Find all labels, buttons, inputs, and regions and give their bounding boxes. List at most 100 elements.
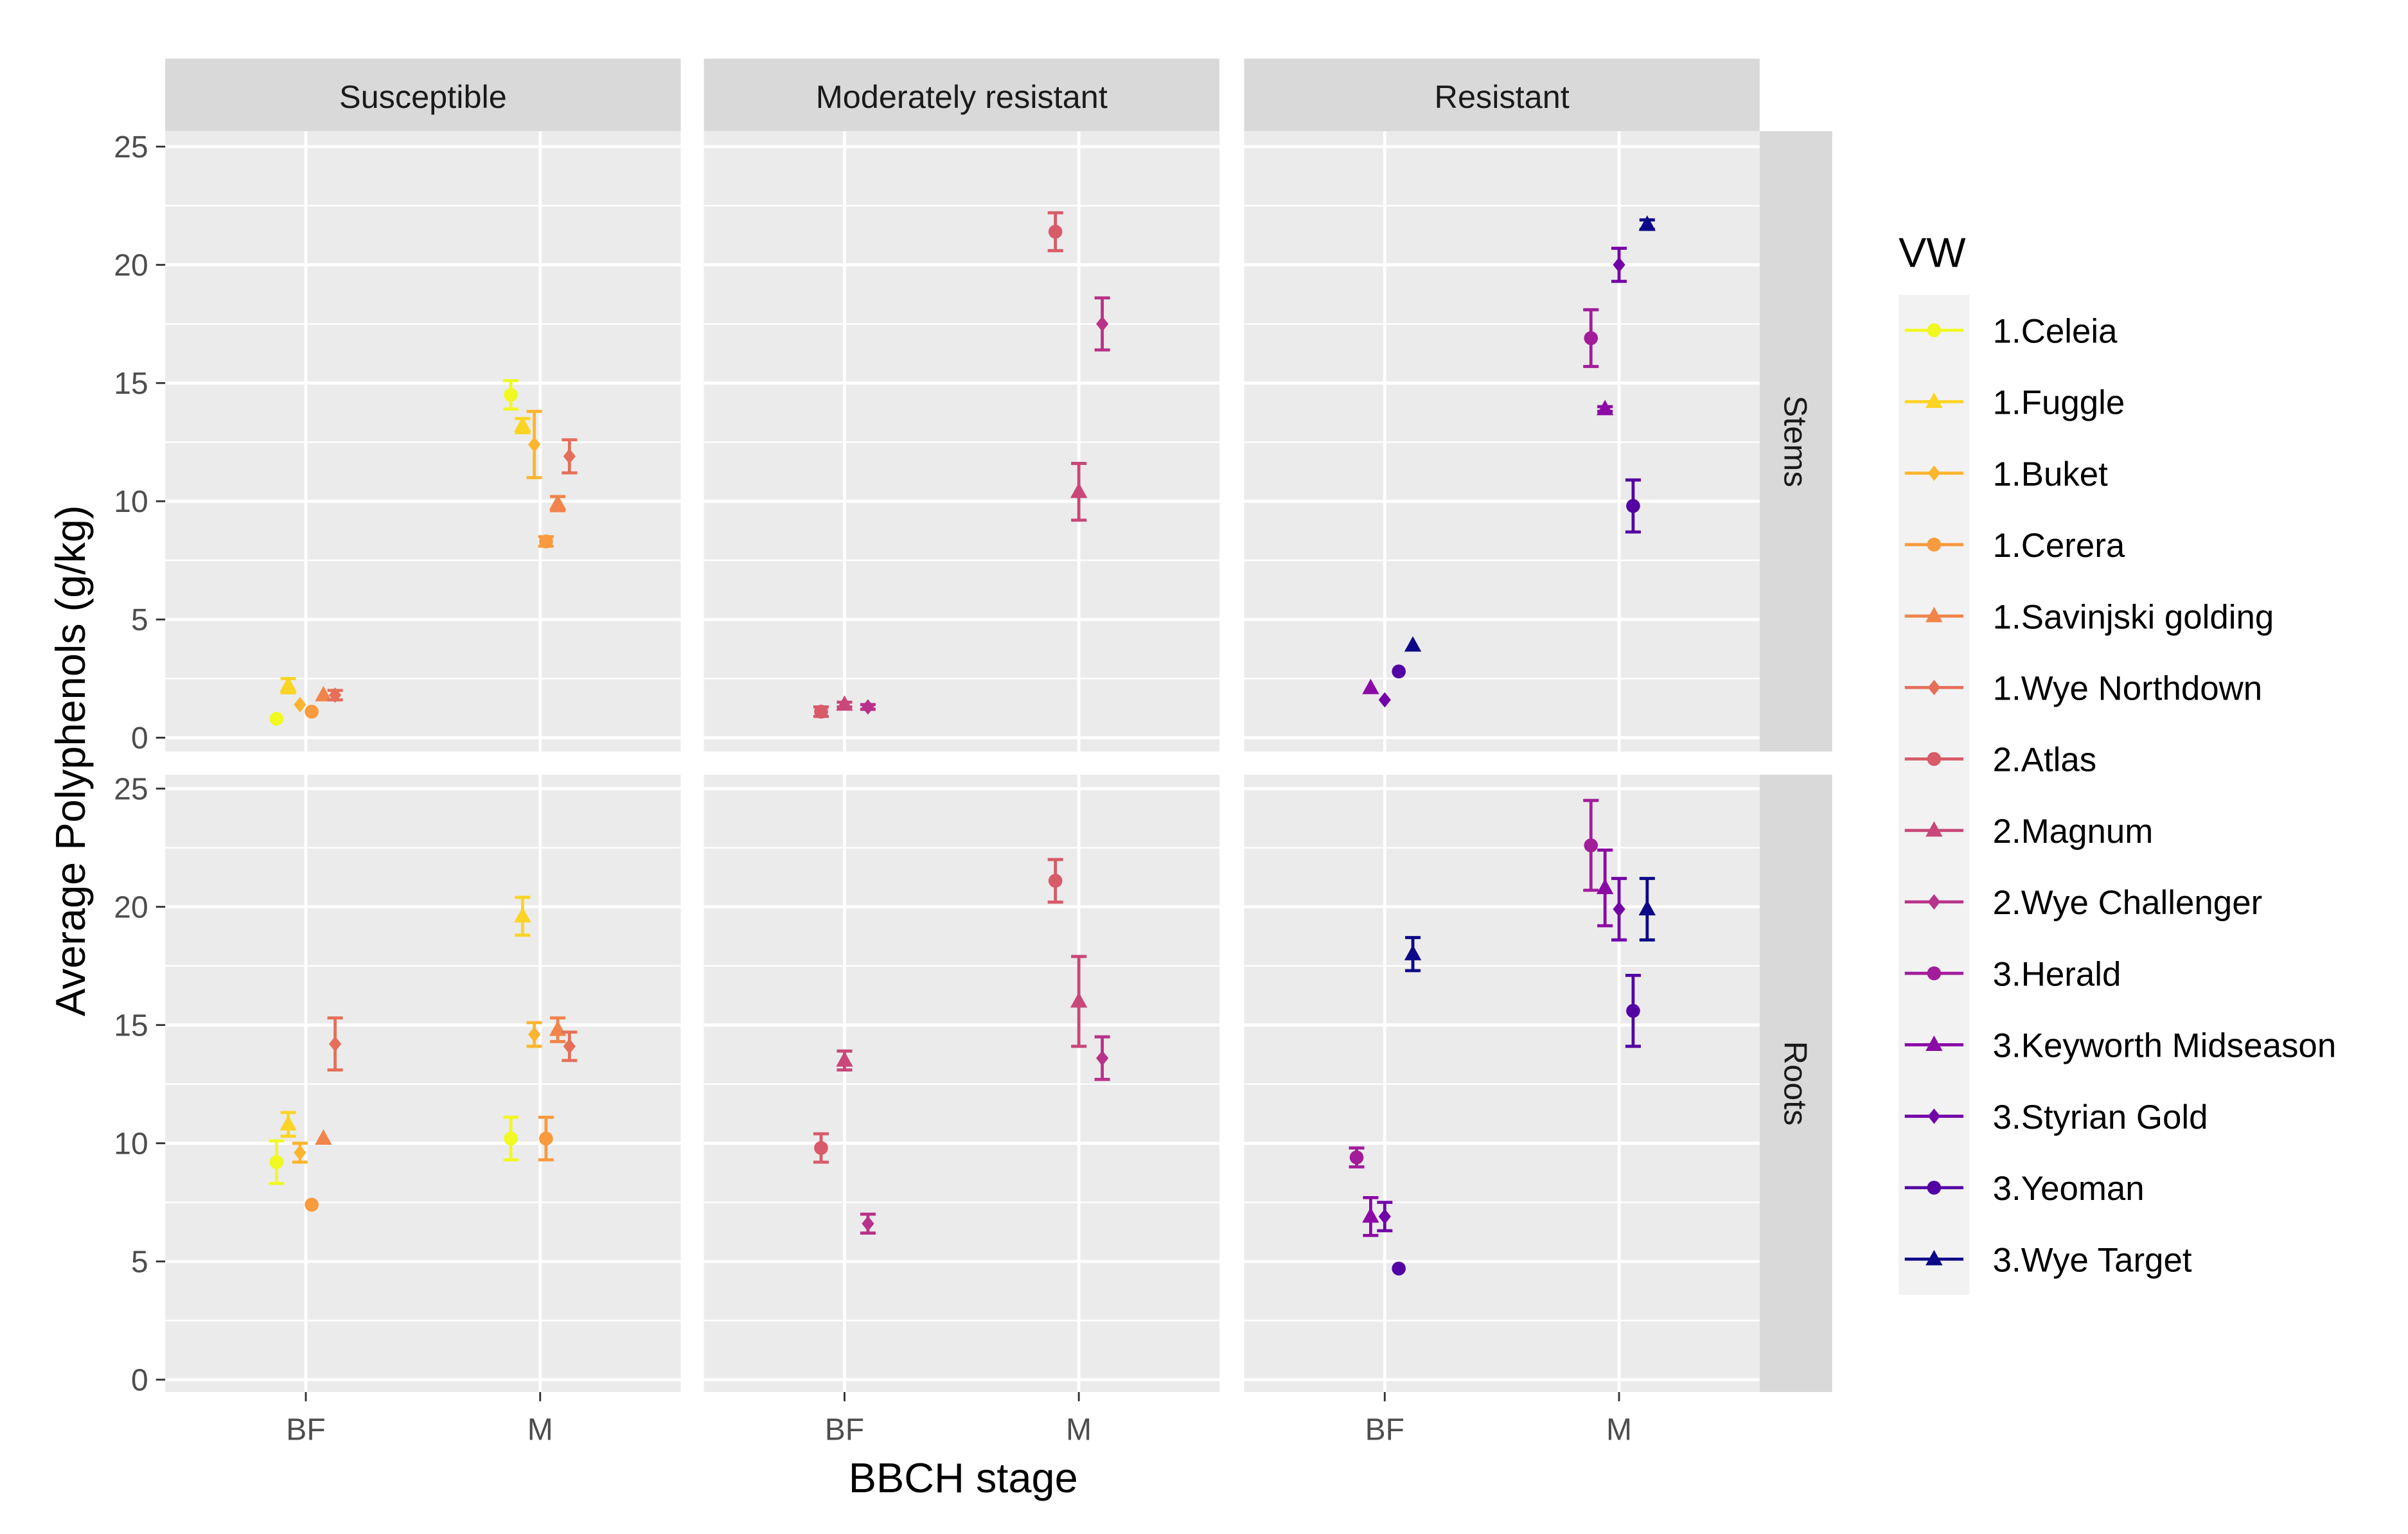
data-point <box>539 534 553 549</box>
data-point <box>1626 498 1640 513</box>
x-tick-label: BF <box>825 1413 864 1447</box>
data-point <box>305 705 319 719</box>
y-tick-label: 10 <box>114 1127 148 1161</box>
data-point <box>814 705 828 719</box>
legend-label: 1.Fuggle <box>1993 384 2125 422</box>
legend-label: 3.Herald <box>1993 955 2121 993</box>
legend-key-marker <box>1926 606 1943 622</box>
data-point <box>1584 838 1598 852</box>
data-point <box>279 1115 297 1131</box>
data-point <box>836 695 853 711</box>
data-point <box>1378 1208 1391 1224</box>
legend-key-marker <box>1927 323 1942 337</box>
data-point <box>1048 224 1063 239</box>
legend-label: 2.Magnum <box>1993 813 2154 851</box>
legend-label: 1.Savinjski golding <box>1993 598 2274 636</box>
legend-key-marker <box>1927 752 1942 766</box>
data-point <box>862 1215 874 1231</box>
data-point <box>1404 944 1422 960</box>
data-point <box>563 448 576 464</box>
legend-key-marker <box>1927 894 1940 910</box>
data-point <box>1362 1207 1379 1223</box>
y-tick-label: 25 <box>114 772 148 806</box>
legend-key-marker <box>1926 1036 1943 1052</box>
data-point <box>305 1197 319 1212</box>
legend-label: 2.Atlas <box>1993 741 2097 779</box>
data-point <box>514 416 531 432</box>
data-point <box>1596 400 1614 416</box>
legend-label: 3.Wye Target <box>1993 1241 2192 1279</box>
data-point <box>1070 992 1088 1008</box>
legend-key-marker <box>1927 1181 1942 1195</box>
legend: 1.Celeia 1.Fuggle 1.Buket 1.Cerera 1.Savinjs… <box>1899 294 2336 1295</box>
legend-key-background <box>1899 294 1970 1295</box>
data-point <box>294 1145 306 1161</box>
data-point <box>1626 1003 1640 1018</box>
legend-label: 1.Buket <box>1993 455 2109 493</box>
data-point <box>1392 664 1406 679</box>
legend-label: 1.Celeia <box>1993 312 2118 350</box>
y-tick-label: 15 <box>114 367 148 401</box>
legend-key-marker <box>1927 1108 1940 1124</box>
y-tick-label: 25 <box>114 130 148 164</box>
data-point <box>1070 482 1088 498</box>
data-point <box>1096 316 1109 332</box>
facet-strip <box>1759 775 1832 1392</box>
data-point <box>1638 215 1656 231</box>
legend-label: 3.Yeoman <box>1993 1170 2145 1208</box>
data-point <box>862 699 874 715</box>
x-tick-label: M <box>1066 1413 1092 1447</box>
y-tick-label: 5 <box>131 1246 148 1280</box>
panel-background <box>704 775 1220 1392</box>
data-point <box>269 1155 284 1169</box>
legend-label: 1.Wye Northdown <box>1993 669 2263 707</box>
x-tick-label: M <box>1606 1413 1632 1447</box>
y-tick-label: 10 <box>114 485 148 519</box>
y-tick-label: 0 <box>131 721 148 755</box>
facet-strip <box>704 58 1220 132</box>
data-point <box>1378 692 1391 708</box>
data-point <box>315 685 332 701</box>
data-point <box>1613 901 1625 917</box>
facet-strip <box>1759 131 1832 752</box>
data-point <box>539 1131 553 1146</box>
data-point <box>1048 874 1063 888</box>
data-point <box>504 387 518 402</box>
y-tick-label: 0 <box>131 1364 148 1398</box>
data-point <box>549 494 567 510</box>
facet-strip <box>1244 58 1760 132</box>
data-point <box>836 1051 853 1067</box>
panel-background <box>1244 775 1760 1392</box>
data-point <box>269 712 284 726</box>
data-point <box>528 436 541 452</box>
panel-background <box>165 775 681 1392</box>
facet-strip-label: Stems <box>1777 396 1814 488</box>
data-point <box>504 1131 518 1146</box>
x-tick-label: BF <box>286 1413 325 1447</box>
y-tick-label: 20 <box>114 249 148 283</box>
facet-strip <box>165 58 681 132</box>
legend-label: 1.Cerera <box>1993 527 2125 565</box>
data-point <box>1584 331 1598 346</box>
x-tick-label: M <box>527 1413 553 1447</box>
data-point <box>328 687 342 703</box>
facet-strip-label: Resistant <box>1435 78 1570 115</box>
data-point <box>1596 878 1614 894</box>
facet-strip-label: Moderately resistant <box>816 78 1108 115</box>
legend-key-marker <box>1926 821 1943 837</box>
facet-strip-label: Roots <box>1777 1041 1814 1126</box>
data-point <box>1638 899 1656 915</box>
legend-key-marker <box>1927 465 1940 481</box>
data-point <box>1362 678 1379 694</box>
legend-label: 2.Wye Challenger <box>1993 884 2263 922</box>
data-point <box>279 676 297 692</box>
data-point <box>1349 1150 1364 1165</box>
legend-label: 3.Styrian Gold <box>1993 1098 2208 1136</box>
y-tick-label: 20 <box>114 890 148 924</box>
x-axis-title: BBCH stage <box>849 1454 1078 1501</box>
data-point <box>315 1129 332 1145</box>
y-axis-title: Average Polyphenols (g/kg) <box>47 506 94 1017</box>
data-point <box>814 1141 828 1155</box>
y-tick-label: 5 <box>131 603 148 637</box>
